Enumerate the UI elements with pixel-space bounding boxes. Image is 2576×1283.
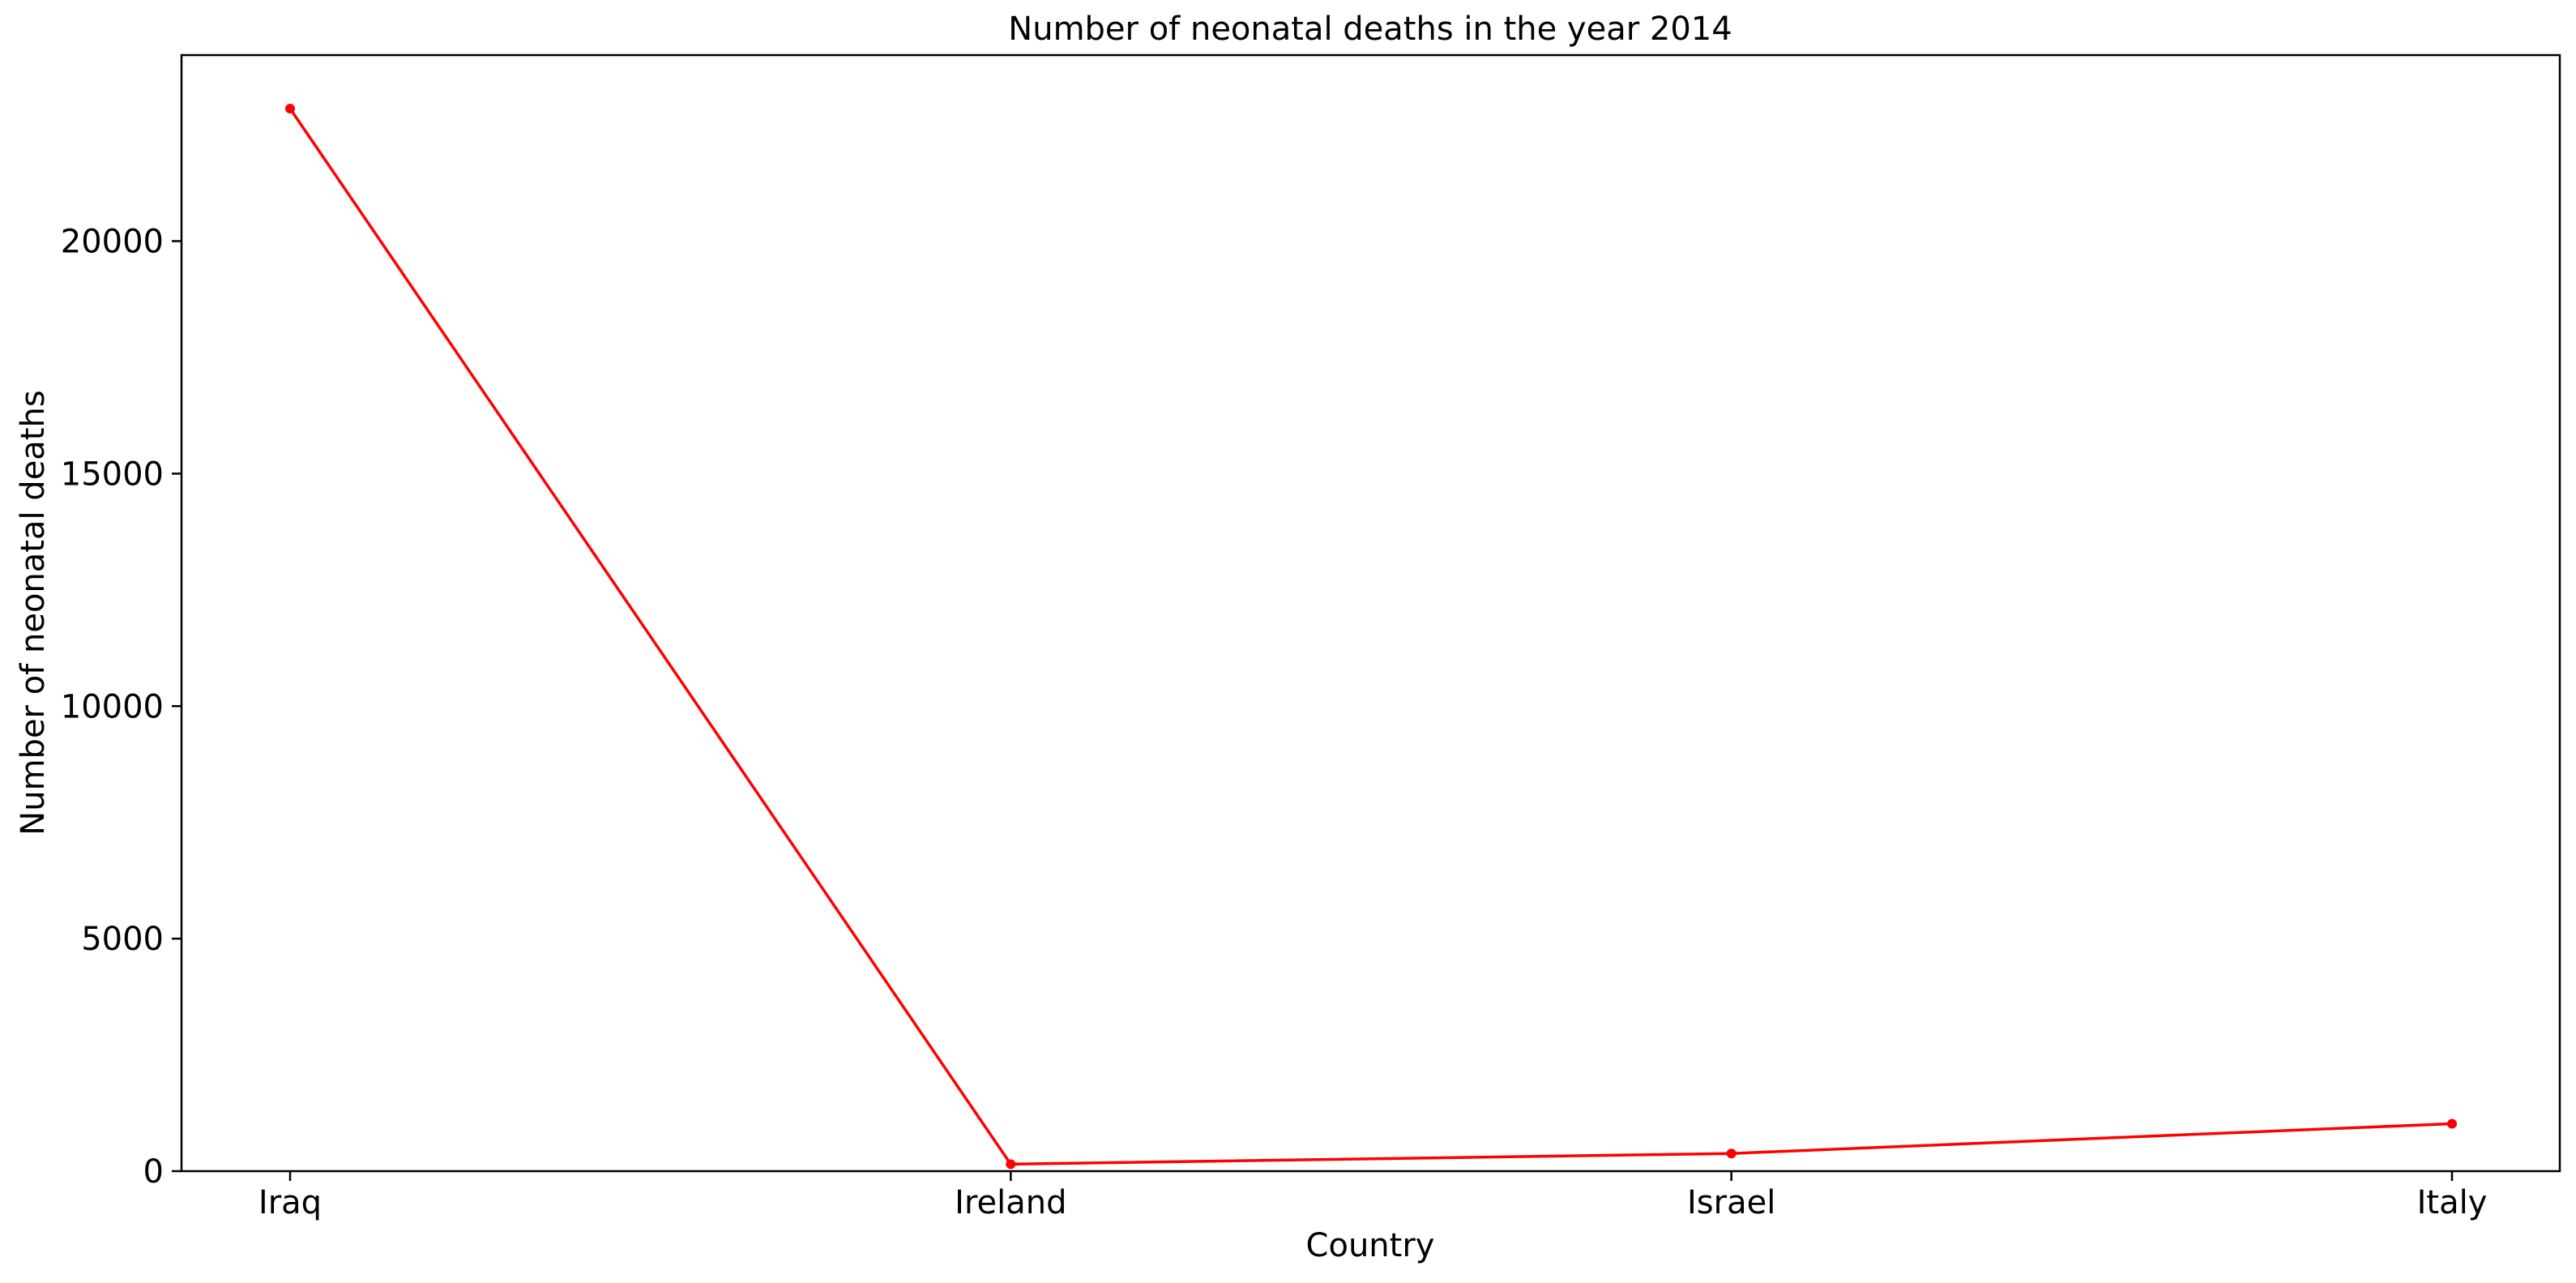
plot-area [180, 53, 2561, 1173]
data-point [2447, 1118, 2457, 1129]
chart-title: Number of neonatal deaths in the year 20… [1008, 11, 1732, 48]
x-axis-ticks: Iraq Ireland Israel Italy [258, 1171, 2487, 1221]
x-tick-label: Iraq [258, 1184, 322, 1221]
y-tick-label: 0 [143, 1153, 164, 1191]
y-tick-label: 15000 [61, 455, 164, 493]
y-tick-label: 10000 [61, 688, 164, 725]
x-tick-label: Ireland [955, 1184, 1066, 1221]
data-point [1726, 1148, 1737, 1159]
y-tick-label: 5000 [81, 921, 164, 958]
x-axis-label: Country [1306, 1227, 1435, 1264]
data-point [285, 103, 295, 113]
y-tick-label: 20000 [61, 224, 164, 261]
series-layer [285, 103, 2457, 1170]
x-tick-label: Italy [2417, 1184, 2488, 1221]
y-axis-label: Number of neonatal deaths [15, 390, 52, 835]
x-tick-label: Israel [1687, 1184, 1775, 1221]
y-axis-ticks: 0 5000 10000 15000 20000 [61, 224, 182, 1191]
data-point [1006, 1159, 1016, 1170]
series-line [288, 107, 2453, 1166]
